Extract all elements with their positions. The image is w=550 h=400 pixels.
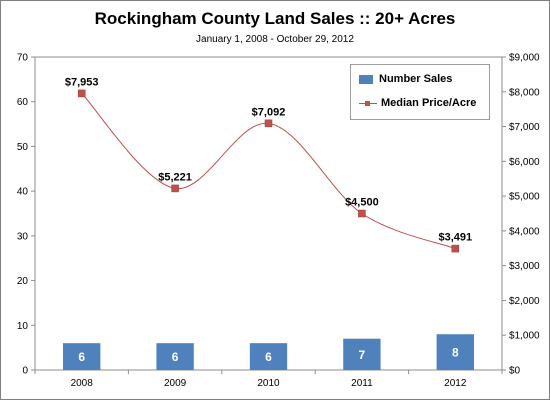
y-right-tick-label: $7,000	[509, 122, 540, 133]
bar-data-label: 8	[452, 346, 459, 360]
x-tick-label: 2009	[164, 378, 187, 389]
line-point	[171, 184, 179, 193]
legend-label-median-price: Median Price/Acre	[381, 97, 477, 109]
y-left-tick-label: 70	[17, 53, 29, 64]
legend-line-swatch	[359, 99, 377, 108]
x-tick-label: 2011	[351, 378, 373, 389]
y-left-tick-label: 20	[17, 276, 29, 287]
y-right-tick-label: $8,000	[509, 87, 540, 98]
legend-item-number-sales: Number Sales	[359, 71, 452, 87]
line-data-label: $4,500	[345, 197, 379, 209]
bar	[436, 334, 474, 370]
legend-label-number-sales: Number Sales	[379, 73, 453, 85]
line-data-label: $7,953	[65, 76, 99, 88]
y-left-tick-label: 60	[17, 97, 29, 108]
bar-data-label: 6	[172, 350, 179, 364]
legend: Number Sales Median Price/Acre	[350, 64, 490, 120]
legend-item-median-price: Median Price/Acre	[359, 95, 476, 111]
y-right-tick-label: $3,000	[509, 261, 540, 272]
legend-bar-swatch	[359, 74, 373, 84]
bar	[249, 343, 288, 370]
y-right-tick-label: $5,000	[509, 192, 540, 203]
y-right-tick-label: $6,000	[509, 157, 540, 168]
y-left-tick-label: 10	[17, 321, 29, 332]
line-point	[451, 244, 460, 253]
x-tick-label: 2012	[444, 378, 467, 389]
bar-data-label: 7	[359, 348, 366, 362]
line-point	[264, 119, 273, 128]
bar	[63, 343, 101, 370]
y-right-tick-label: $9,000	[509, 53, 540, 64]
bar-data-label: 6	[265, 350, 272, 364]
y-right-tick-label: $2,000	[509, 296, 540, 307]
y-left-tick-label: 0	[22, 366, 28, 377]
bar-data-label: 6	[78, 350, 85, 364]
line-data-label: $7,092	[252, 106, 286, 118]
x-tick-label: 2008	[71, 378, 94, 389]
line-data-label: $5,221	[158, 171, 192, 183]
y-right-tick-label: $0	[509, 366, 521, 377]
chart-title: Rockingham County Land Sales :: 20+ Acre…	[94, 9, 456, 28]
chart-subtitle: January 1, 2008 - October 29, 2012	[196, 34, 354, 45]
line-point	[358, 209, 366, 218]
y-left-tick-label: 30	[17, 231, 29, 242]
y-left-tick-label: 40	[17, 187, 29, 198]
bar	[343, 338, 381, 370]
x-tick-label: 2010	[257, 378, 280, 389]
bar	[156, 343, 194, 370]
line-data-label: $3,491	[438, 232, 472, 244]
y-right-tick-label: $4,000	[509, 226, 540, 237]
y-left-tick-label: 50	[17, 142, 29, 153]
line-point	[77, 89, 86, 98]
y-right-tick-label: $1,000	[509, 331, 540, 342]
